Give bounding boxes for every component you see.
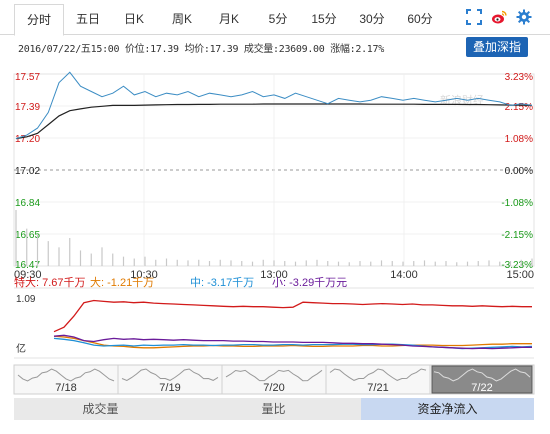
- intraday-chart[interactable]: 17.57 3.23% 17.39 2.15% 17.20 1.08% 17.02 0.00%…: [0, 60, 550, 398]
- volume-value: 23609.00: [278, 44, 325, 55]
- tab-5min[interactable]: 5分: [268, 12, 288, 26]
- flow-axis-max: 1.09: [16, 294, 36, 305]
- price-axis-label: 17.02: [15, 166, 40, 177]
- flow-line-small: [53, 334, 532, 350]
- price-line: [15, 71, 533, 140]
- change-label: 涨幅:: [330, 44, 356, 55]
- navigator-date-label: 7/20: [263, 382, 284, 394]
- pct-axis-label: 2.15%: [505, 102, 533, 113]
- overlay-index-button[interactable]: 叠加深指: [466, 37, 528, 57]
- time-axis-label: 13:00: [260, 269, 288, 281]
- time-axis-label: 14:00: [390, 269, 418, 281]
- tab-monthly-k[interactable]: 月K: [218, 12, 239, 26]
- navigator-date-label: 7/22: [471, 382, 492, 394]
- indicator-tabs: 成交量 量比 资金净流入: [14, 398, 534, 420]
- navigator-selected-window[interactable]: [431, 365, 533, 394]
- quote-datetime: 2016/07/22/五15:00: [18, 44, 120, 55]
- price-axis-label: 16.84: [15, 198, 40, 209]
- tab-net-inflow[interactable]: 资金净流入: [361, 398, 534, 420]
- volume-label: 成交量:: [243, 44, 279, 55]
- flow-axis-unit: 亿: [16, 342, 26, 355]
- pct-axis-label: 1.08%: [505, 134, 533, 145]
- navigator-sparkline: [329, 368, 427, 381]
- avg-label: 均价:: [184, 44, 210, 55]
- navigator-sparkline: [17, 368, 115, 382]
- pct-axis-label: 3.23%: [505, 72, 533, 83]
- tab-30min[interactable]: 30分: [359, 12, 385, 26]
- flow-legend-item: 大: -1.21千万: [90, 275, 154, 289]
- avg-value: 17.39: [209, 44, 239, 55]
- time-axis-label: 09:30: [14, 269, 42, 281]
- navigator-sparkline: [433, 368, 531, 382]
- tab-15min[interactable]: 15分: [311, 12, 337, 26]
- navigator-sparkline: [225, 369, 323, 382]
- flow-legend-item: 特大: 7.67千万: [14, 275, 86, 289]
- tab-60min[interactable]: 60分: [407, 12, 433, 26]
- price-axis-label: 17.39: [15, 102, 40, 113]
- tab-volume-ratio[interactable]: 量比: [261, 402, 286, 416]
- pct-axis-label: -1.08%: [501, 198, 533, 209]
- navigator-date-label: 7/18: [55, 382, 76, 394]
- tab-five-day[interactable]: 五日: [75, 12, 100, 26]
- price-value: 17.39: [150, 44, 179, 55]
- flow-line-big: [53, 335, 532, 349]
- pct-axis-label: -3.23%: [501, 260, 533, 271]
- period-tabs: 分时 五日 日K 周K 月K 5分 15分 30分 60分: [0, 0, 550, 36]
- price-axis-label: 16.65: [15, 230, 40, 241]
- tab-intraday[interactable]: 分时: [14, 4, 64, 36]
- flow-legend-item: 中: -3.17千万: [190, 276, 254, 289]
- avg-price-line: [15, 103, 533, 140]
- price-axis-label: 16.47: [15, 260, 40, 271]
- navigator-date-label: 7/19: [159, 382, 180, 394]
- pct-axis-label: 0.00%: [505, 166, 533, 177]
- tab-daily-k[interactable]: 日K: [123, 12, 144, 26]
- price-axis-label: 17.57: [15, 72, 40, 83]
- pct-axis-label: -2.15%: [501, 230, 533, 241]
- price-axis-label: 17.20: [15, 134, 40, 145]
- sina-watermark: 新浪财经: [440, 93, 484, 107]
- tab-weekly-k[interactable]: 周K: [171, 12, 192, 26]
- weibo-icon[interactable]: [491, 9, 507, 25]
- change-value: 2.17%: [355, 44, 384, 55]
- settings-icon[interactable]: [516, 9, 532, 25]
- price-label: 价位:: [124, 44, 151, 55]
- tab-volume[interactable]: 成交量: [82, 402, 119, 416]
- flow-line-extra-large: [53, 299, 532, 333]
- navigator-sparkline: [121, 368, 219, 382]
- quote-info-bar: 2016/07/22/五15:00 价位:17.39 均价:17.39 成交量:…: [18, 40, 384, 55]
- time-axis-label: 15:00: [506, 269, 534, 281]
- time-axis-label: 10:30: [130, 269, 158, 281]
- navigator-date-label: 7/21: [367, 382, 388, 394]
- fullscreen-icon[interactable]: [466, 9, 482, 25]
- flow-legend-item: 小: -3.29千万元: [272, 276, 347, 289]
